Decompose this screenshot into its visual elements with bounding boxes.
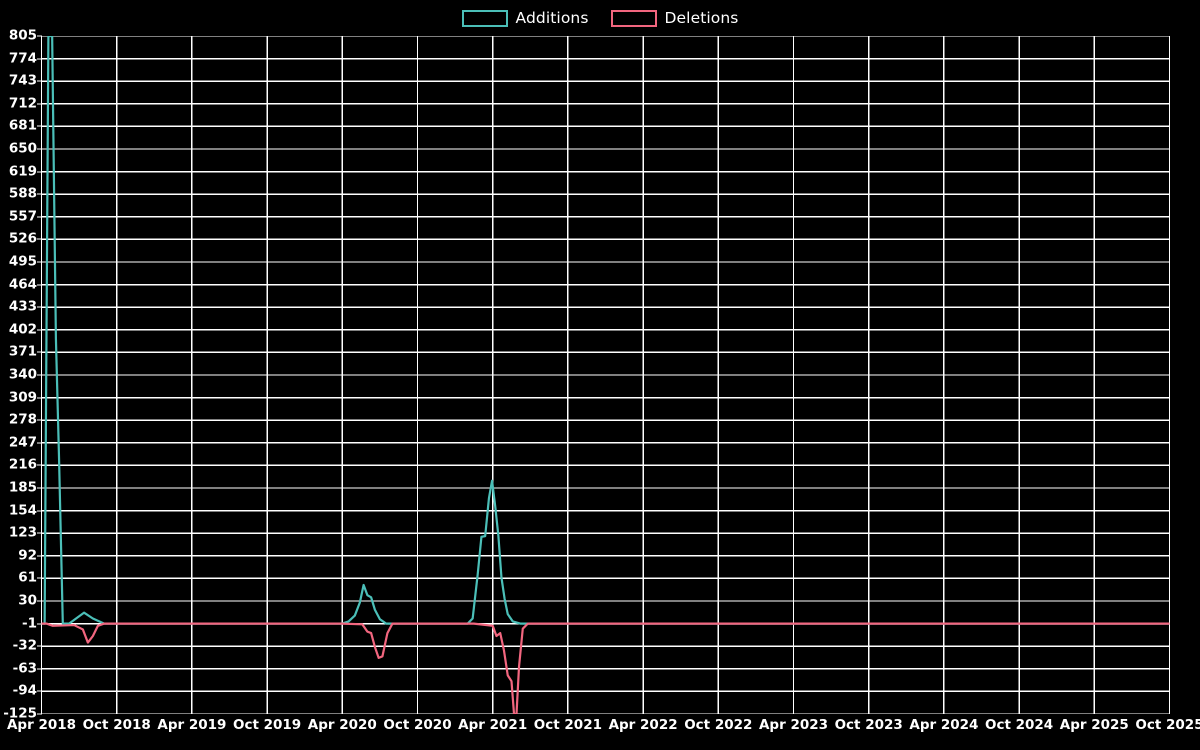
y-tick-mark — [37, 374, 42, 376]
y-tick-mark — [37, 329, 42, 331]
y-tick-mark — [37, 351, 42, 353]
y-tick-mark — [37, 171, 42, 173]
y-tick-label: -63 — [12, 660, 37, 677]
x-tick-label: Apr 2021 — [458, 717, 528, 733]
y-tick-mark — [37, 216, 42, 218]
y-tick-mark — [37, 80, 42, 82]
y-tick-mark — [37, 284, 42, 286]
y-tick-label: 278 — [8, 411, 37, 428]
x-tick-label: Apr 2020 — [307, 717, 377, 733]
y-tick-label: 619 — [8, 162, 37, 179]
x-tick-label: Oct 2018 — [82, 717, 151, 733]
y-tick-label: 557 — [8, 208, 37, 225]
y-tick-label: 154 — [8, 501, 37, 518]
vertical-gridlines — [41, 36, 1170, 714]
series-layer — [41, 36, 1170, 714]
x-axis: Apr 2018 Oct 2018 Apr 2019 Oct 2019 Apr 2020… — [0, 714, 1200, 750]
y-tick-mark — [37, 690, 42, 692]
y-tick-label: 61 — [18, 569, 37, 586]
plot-area — [41, 36, 1170, 714]
y-tick-mark — [37, 419, 42, 421]
y-tick-mark — [37, 238, 42, 240]
series-line-additions — [41, 36, 1170, 625]
legend-swatch-additions-icon — [461, 9, 508, 27]
x-tick-label: Oct 2022 — [684, 717, 753, 733]
y-tick-mark — [37, 306, 42, 308]
y-axis: 805 774 743 712 681 650 619 588 557 526 495 464 433 4… — [0, 29, 42, 720]
y-tick-mark — [37, 442, 42, 444]
y-tick-label: 464 — [8, 275, 37, 292]
y-tick-label: -1 — [22, 614, 37, 631]
y-tick-label: -125 — [3, 705, 37, 722]
y-tick-label: 371 — [8, 343, 37, 360]
y-tick-label: 588 — [8, 185, 37, 202]
x-tick-label: Oct 2023 — [834, 717, 903, 733]
chart-legend: Additions Deletions — [0, 0, 1200, 36]
legend-entry-additions[interactable]: Additions — [461, 9, 589, 27]
y-tick-mark — [37, 125, 42, 127]
y-tick-label: 309 — [8, 388, 37, 405]
x-tick-label: Oct 2025 — [1135, 717, 1200, 733]
y-tick-mark — [37, 577, 42, 579]
x-tick-label: Oct 2020 — [383, 717, 452, 733]
legend-entry-deletions[interactable]: Deletions — [610, 9, 739, 27]
legend-label-deletions: Deletions — [664, 9, 739, 27]
y-tick-label: 774 — [8, 49, 37, 66]
y-tick-label: 650 — [8, 140, 37, 157]
y-tick-label: 247 — [8, 434, 37, 451]
y-tick-mark — [37, 261, 42, 263]
x-tick-label: Apr 2018 — [6, 717, 77, 733]
x-tick-label: Apr 2023 — [758, 717, 829, 733]
y-tick-label: 433 — [8, 298, 37, 315]
y-tick-mark — [37, 623, 42, 625]
y-tick-label: 340 — [8, 366, 37, 383]
y-tick-label: -94 — [12, 682, 37, 699]
x-tick-label: Apr 2024 — [909, 717, 979, 733]
y-tick-label: 712 — [8, 95, 37, 112]
legend-label-additions: Additions — [515, 9, 589, 27]
y-tick-mark — [37, 464, 42, 466]
x-tick-label: Oct 2024 — [984, 717, 1054, 733]
y-tick-label: 402 — [8, 321, 37, 338]
legend-swatch-deletions-icon — [610, 9, 657, 27]
y-tick-mark — [37, 600, 42, 602]
y-tick-mark — [37, 148, 42, 150]
y-tick-label: 681 — [8, 117, 37, 134]
y-tick-label: 123 — [8, 524, 37, 541]
x-tick-label: Apr 2019 — [157, 717, 227, 733]
y-tick-mark — [37, 58, 42, 60]
y-tick-label: 185 — [8, 479, 37, 496]
horizontal-gridlines — [41, 36, 1170, 714]
y-tick-label: 495 — [8, 253, 37, 270]
y-tick-mark — [37, 510, 42, 512]
y-tick-label: 526 — [8, 230, 37, 247]
chart-svg — [41, 36, 1170, 714]
y-tick-mark — [37, 103, 42, 105]
y-tick-mark — [37, 397, 42, 399]
y-tick-mark — [37, 555, 42, 557]
y-tick-mark — [37, 645, 42, 647]
y-tick-label: 216 — [8, 456, 37, 473]
y-tick-label: 743 — [8, 72, 37, 89]
x-tick-label: Apr 2022 — [608, 717, 678, 733]
y-tick-label: -32 — [12, 637, 37, 654]
x-tick-label: Apr 2025 — [1059, 717, 1129, 733]
y-tick-mark — [37, 487, 42, 489]
y-tick-mark — [37, 193, 42, 195]
y-tick-label: 92 — [18, 547, 37, 564]
y-tick-mark — [37, 35, 42, 37]
y-tick-mark — [37, 713, 42, 715]
x-tick-label: Oct 2019 — [232, 717, 302, 733]
y-tick-mark — [37, 532, 42, 534]
y-tick-label: 30 — [18, 592, 37, 609]
series-line-deletions — [41, 622, 1170, 714]
y-tick-label: 805 — [8, 27, 37, 44]
x-tick-label: Oct 2021 — [533, 717, 602, 733]
y-tick-mark — [37, 668, 42, 670]
